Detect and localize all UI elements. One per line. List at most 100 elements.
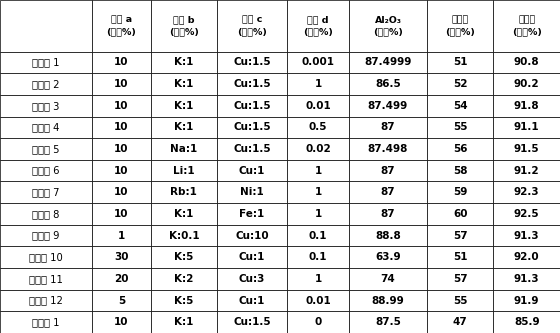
Bar: [217, 95, 287, 117]
Bar: [0, 95, 92, 117]
Bar: [217, 117, 287, 138]
Bar: [0, 117, 92, 138]
Bar: [287, 160, 349, 181]
Text: 87: 87: [381, 166, 395, 176]
Bar: [0, 268, 92, 290]
Bar: [349, 181, 427, 203]
Text: 87: 87: [381, 187, 395, 197]
Text: 91.3: 91.3: [514, 230, 539, 241]
Text: 1: 1: [314, 274, 321, 284]
Bar: [493, 203, 560, 225]
Text: 57: 57: [453, 274, 468, 284]
Text: 实施例 5: 实施例 5: [32, 144, 60, 154]
Text: Rb:1: Rb:1: [170, 187, 197, 197]
Bar: [427, 117, 493, 138]
Bar: [217, 52, 287, 73]
Bar: [427, 203, 493, 225]
Text: 对比例 1: 对比例 1: [32, 317, 60, 327]
Text: 实施例 12: 实施例 12: [29, 295, 63, 306]
Text: Cu:1.5: Cu:1.5: [233, 57, 271, 68]
Text: K:1: K:1: [174, 209, 194, 219]
Bar: [349, 117, 427, 138]
Bar: [92, 52, 151, 73]
Bar: [151, 181, 217, 203]
Text: 0.01: 0.01: [305, 101, 331, 111]
Bar: [349, 290, 427, 311]
Bar: [349, 52, 427, 73]
Text: 87: 87: [381, 122, 395, 133]
Bar: [349, 0, 427, 52]
Bar: [349, 160, 427, 181]
Bar: [349, 268, 427, 290]
Text: 91.8: 91.8: [514, 101, 539, 111]
Bar: [427, 246, 493, 268]
Bar: [287, 95, 349, 117]
Text: 63.9: 63.9: [375, 252, 401, 262]
Text: Al₂O₃
(重量%): Al₂O₃ (重量%): [373, 16, 403, 36]
Bar: [151, 203, 217, 225]
Bar: [151, 138, 217, 160]
Text: 57: 57: [453, 230, 468, 241]
Text: Cu:1.5: Cu:1.5: [233, 144, 271, 154]
Bar: [0, 203, 92, 225]
Bar: [0, 225, 92, 246]
Bar: [493, 268, 560, 290]
Bar: [493, 138, 560, 160]
Bar: [92, 246, 151, 268]
Bar: [217, 181, 287, 203]
Text: Cu:1: Cu:1: [239, 166, 265, 176]
Text: 实施例 11: 实施例 11: [29, 274, 63, 284]
Text: 10: 10: [114, 101, 129, 111]
Bar: [92, 290, 151, 311]
Text: 0: 0: [314, 317, 321, 327]
Text: 0.02: 0.02: [305, 144, 331, 154]
Bar: [92, 117, 151, 138]
Text: K:1: K:1: [174, 57, 194, 68]
Text: 90.8: 90.8: [514, 57, 539, 68]
Text: 10: 10: [114, 166, 129, 176]
Bar: [151, 246, 217, 268]
Text: 0.01: 0.01: [305, 295, 331, 306]
Text: 85.9: 85.9: [514, 317, 539, 327]
Bar: [493, 225, 560, 246]
Text: 转化率
(重量%): 转化率 (重量%): [445, 16, 475, 36]
Bar: [151, 95, 217, 117]
Bar: [0, 73, 92, 95]
Bar: [427, 73, 493, 95]
Bar: [151, 117, 217, 138]
Bar: [427, 268, 493, 290]
Text: 54: 54: [453, 101, 468, 111]
Bar: [92, 138, 151, 160]
Text: 91.1: 91.1: [514, 122, 539, 133]
Bar: [92, 0, 151, 52]
Text: Fe:1: Fe:1: [239, 209, 265, 219]
Bar: [151, 52, 217, 73]
Text: 1: 1: [314, 187, 321, 197]
Text: 92.0: 92.0: [514, 252, 539, 262]
Bar: [0, 52, 92, 73]
Bar: [493, 0, 560, 52]
Text: 0.001: 0.001: [301, 57, 334, 68]
Text: 91.3: 91.3: [514, 274, 539, 284]
Bar: [493, 117, 560, 138]
Bar: [427, 181, 493, 203]
Text: 10: 10: [114, 122, 129, 133]
Text: 实施例 3: 实施例 3: [32, 101, 60, 111]
Bar: [92, 203, 151, 225]
Text: 0.1: 0.1: [309, 252, 327, 262]
Text: 实施例 2: 实施例 2: [32, 79, 60, 89]
Text: 选择性
(重量%): 选择性 (重量%): [512, 16, 542, 36]
Bar: [349, 246, 427, 268]
Text: 55: 55: [453, 122, 468, 133]
Text: Ni:1: Ni:1: [240, 187, 264, 197]
Text: 87.498: 87.498: [368, 144, 408, 154]
Bar: [151, 268, 217, 290]
Bar: [493, 181, 560, 203]
Bar: [493, 52, 560, 73]
Text: 5: 5: [118, 295, 125, 306]
Bar: [217, 311, 287, 333]
Bar: [151, 160, 217, 181]
Text: K:5: K:5: [174, 252, 194, 262]
Bar: [493, 246, 560, 268]
Text: Li:1: Li:1: [173, 166, 195, 176]
